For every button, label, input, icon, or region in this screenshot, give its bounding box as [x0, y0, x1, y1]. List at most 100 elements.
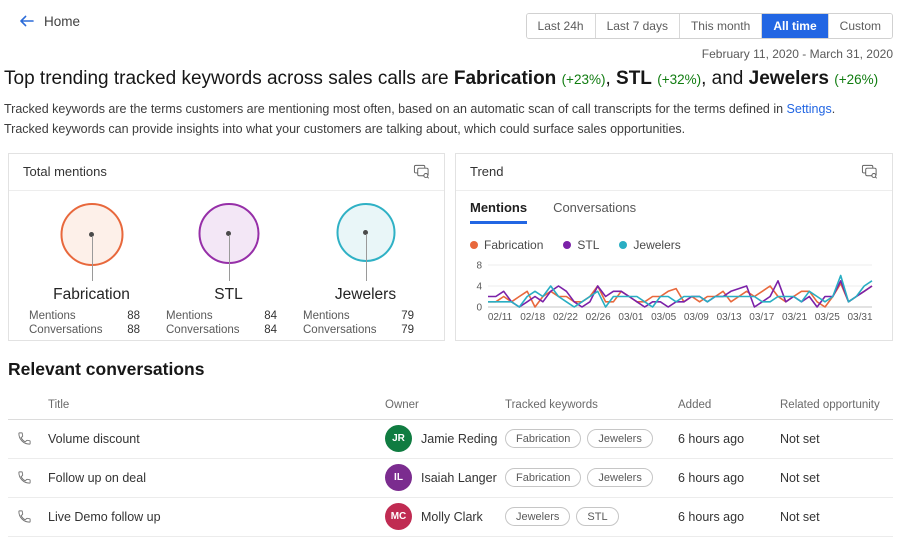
bubble-pin-line [228, 235, 230, 281]
table-header-row: Title Owner Tracked keywords Added Relat… [8, 392, 893, 420]
conversation-row[interactable]: Follow up on deal IL Isaiah Langer Fabricat… [8, 459, 893, 498]
trend-chart: 0 4 8 02/11 02/18 02/22 02/26 03/01 03/05 03/09 03… [470, 259, 878, 328]
keyword-stl-change: (+32%) [657, 72, 702, 87]
conversation-title[interactable]: Live Demo follow up [48, 509, 161, 524]
conversation-title[interactable]: Volume discount [48, 431, 140, 446]
top-bar: Home Last 24h Last 7 days This month All ti… [0, 0, 900, 61]
added-time: 6 hours ago [678, 509, 745, 524]
keyword-tag: Jewelers [587, 429, 653, 448]
bubble-stat-row: Mentions 88 [29, 309, 140, 322]
keyword-tag: Jewelers [587, 468, 653, 487]
keyword-summary-fabrication: Fabrication Mentions 88 Conversations 88 [23, 201, 160, 336]
conversation-owner: JR Jamie Reding [385, 425, 505, 452]
table-body: Volume discount JR Jamie Reding Fabrication… [8, 420, 893, 537]
legend-dot-icon [619, 240, 628, 249]
keyword-summary-stl: STL Mentions 84 Conversations 84 [160, 201, 297, 336]
tab-mentions[interactable]: Mentions [470, 200, 528, 224]
svg-text:03/21: 03/21 [782, 312, 807, 323]
keyword-bubble [160, 201, 297, 285]
svg-text:03/25: 03/25 [815, 312, 840, 323]
svg-text:03/01: 03/01 [618, 312, 643, 323]
conversation-owner: IL Isaiah Langer [385, 464, 505, 491]
avatar: IL [385, 464, 412, 491]
bubble-center-dot [89, 231, 94, 237]
time-filter-group: Last 24h Last 7 days This month All time Cus… [525, 13, 893, 39]
series-line-fabrication [488, 282, 873, 308]
column-added: Added [678, 399, 712, 411]
back-home-link[interactable]: Home [18, 13, 80, 29]
conversation-title[interactable]: Follow up on deal [48, 470, 146, 485]
page-title: Top trending tracked keywords across sal… [4, 68, 879, 89]
settings-link[interactable]: Settings [786, 102, 832, 116]
legend-item-fabrication: Fabrication [470, 238, 543, 252]
legend-dot-icon [563, 240, 572, 249]
keyword-jewelers: Jewelers [748, 68, 829, 89]
tracked-keyword-tags: Fabrication Jewelers [505, 429, 678, 448]
avatar: JR [385, 425, 412, 452]
keyword-tag: STL [576, 507, 619, 526]
date-range-label: February 11, 2020 - March 31, 2020 [701, 47, 893, 61]
conversation-owner: MC Molly Clark [385, 503, 505, 530]
avatar: MC [385, 503, 412, 530]
svg-text:03/17: 03/17 [749, 312, 774, 323]
legend-item-jewelers: Jewelers [619, 238, 681, 252]
bubble-pin-line [365, 234, 367, 281]
series-line-stl [488, 279, 873, 308]
svg-text:03/31: 03/31 [847, 312, 872, 323]
conversation-row[interactable]: Live Demo follow up MC Molly Clark Jewelers… [8, 498, 893, 537]
total-mentions-card: Total mentions Fabrication Mentions 88 Conv… [8, 152, 445, 341]
description-text: Tracked keywords are the terms customers… [4, 102, 836, 137]
added-time: 6 hours ago [678, 470, 745, 485]
total-mentions-title: Total mentions [23, 164, 107, 179]
back-arrow-icon[interactable] [18, 13, 35, 29]
svg-text:03/13: 03/13 [717, 312, 742, 323]
svg-text:02/26: 02/26 [586, 312, 611, 323]
keyword-bubbles: Fabrication Mentions 88 Conversations 88 STL M… [9, 191, 444, 336]
time-filter-last-24h[interactable]: Last 24h [526, 14, 595, 38]
column-title: Title [48, 399, 70, 411]
bubble-keyword-name: Jewelers [334, 285, 397, 303]
bubble-stat-row: Mentions 79 [303, 309, 414, 322]
back-label[interactable]: Home [44, 13, 81, 29]
keyword-summary-jewelers: Jewelers Mentions 79 Conversations 79 [297, 201, 434, 336]
phone-call-icon [8, 431, 48, 446]
column-related-opportunity: Related opportunity [780, 399, 880, 411]
keyword-tag: Fabrication [505, 429, 582, 448]
series-line-jewelers [488, 274, 873, 308]
time-filter-all-time[interactable]: All time [761, 14, 828, 38]
bubble-center-dot [363, 229, 368, 235]
related-opportunity: Not set [780, 509, 820, 524]
svg-text:02/11: 02/11 [488, 312, 513, 323]
added-time: 6 hours ago [678, 431, 745, 446]
tracked-keyword-tags: Fabrication Jewelers [505, 468, 678, 487]
conversations-table: Title Owner Tracked keywords Added Relat… [8, 392, 893, 537]
relevant-conversations-title: Relevant conversations [8, 358, 205, 379]
bubble-stat-row: Conversations 84 [166, 323, 277, 336]
phone-call-icon [8, 470, 48, 485]
legend-dot-icon [470, 240, 478, 249]
time-filter-this-month[interactable]: This month [678, 14, 762, 38]
phone-call-icon [8, 509, 48, 524]
column-owner: Owner [385, 399, 419, 411]
view-data-icon[interactable] [413, 163, 430, 180]
bubble-pin-line [91, 236, 93, 281]
time-filter-last-7-days[interactable]: Last 7 days [594, 14, 679, 38]
bubble-keyword-name: STL [214, 285, 243, 303]
svg-text:4: 4 [476, 281, 482, 292]
keyword-fabrication-change: (+23%) [561, 72, 606, 87]
svg-text:02/22: 02/22 [553, 312, 578, 323]
tab-conversations[interactable]: Conversations [553, 199, 637, 215]
trend-tabs: Mentions Conversations [470, 200, 878, 225]
conversation-row[interactable]: Volume discount JR Jamie Reding Fabrication… [8, 420, 893, 459]
trend-title: Trend [470, 164, 504, 179]
related-opportunity: Not set [780, 431, 820, 446]
tracked-keyword-tags: Jewelers STL [505, 507, 678, 526]
keyword-tag: Jewelers [505, 507, 571, 526]
keyword-jewelers-change: (+26%) [834, 72, 879, 87]
view-data-icon[interactable] [861, 163, 878, 180]
trend-legend: Fabrication STL Jewelers [470, 238, 878, 252]
bubble-keyword-name: Fabrication [53, 285, 130, 303]
trend-card: Trend Mentions Conversations Fabrication S… [455, 152, 893, 341]
time-filter-custom[interactable]: Custom [827, 14, 892, 38]
keyword-fabrication: Fabrication [453, 68, 557, 89]
